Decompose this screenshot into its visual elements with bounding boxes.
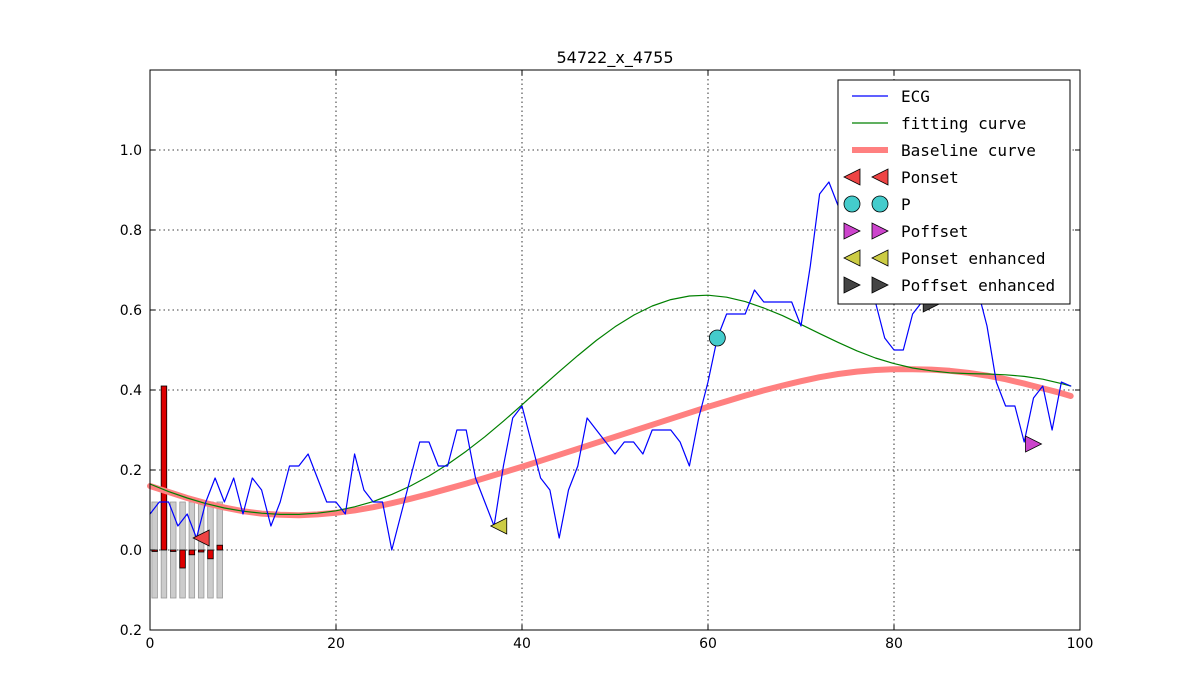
ecg-line: [149, 181, 1072, 551]
plot-frame: [149, 69, 1081, 631]
legend-swatch-p-b: [871, 195, 889, 213]
y-tick-label: 0.0: [120, 543, 142, 559]
fitting-curve-line: [149, 294, 1072, 515]
legend-label-fitting-curve: fitting curve: [901, 114, 1026, 133]
x-tick-label: 100: [1067, 636, 1094, 652]
legend-label-ponset: Ponset: [901, 168, 959, 187]
red-bar: [160, 385, 168, 551]
legend-swatch-ponset-a: [843, 168, 861, 186]
y-tick-label: 0.2: [120, 623, 142, 639]
legend-label-ponset-enhanced: Ponset enhanced: [901, 249, 1046, 268]
axis-ticks: 0 20 40 60 80 100 0.2 0.0 0.2 0.4 0.6 0.8 1.0: [120, 70, 1094, 652]
line-series: [147, 181, 1074, 551]
x-tick-label: 60: [699, 636, 717, 652]
x-tick-label: 20: [327, 636, 345, 652]
legend-swatch-ponset-enhanced-a: [843, 249, 861, 267]
legend: ECG fitting curve Baseline curve Ponset P Pof…: [837, 79, 1071, 305]
poffset-marker: [1025, 435, 1043, 453]
chart-title: 54722_x_4755: [556, 48, 673, 68]
x-tick-label: 40: [513, 636, 531, 652]
y-tick-label: 0.2: [120, 463, 142, 479]
y-tick-label: 0.6: [120, 303, 142, 319]
ponset-marker: [192, 529, 210, 547]
legend-swatch-ponset-b: [871, 168, 889, 186]
legend-label-poffset-enhanced: Poffset enhanced: [901, 276, 1055, 295]
ponset-enhanced-marker: [489, 517, 508, 535]
legend-box: [837, 79, 1071, 305]
red-bar: [179, 549, 186, 569]
legend-label-poffset: Poffset: [901, 222, 968, 241]
legend-swatch-poffset-b: [871, 222, 889, 240]
legend-swatch-p-a: [843, 195, 861, 213]
red-bar: [207, 549, 214, 560]
legend-swatch-poffset-enhanced-a: [843, 276, 861, 294]
legend-label-baseline-curve: Baseline curve: [901, 141, 1036, 160]
y-tick-label: 0.4: [120, 383, 142, 399]
legend-swatch-poffset-a: [843, 222, 861, 240]
legend-label-ecg: ECG: [901, 87, 930, 106]
red-bar: [188, 549, 196, 556]
x-tick-label: 80: [885, 636, 903, 652]
y-tick-label: 1.0: [120, 143, 142, 159]
legend-swatch-poffset-enhanced-b: [871, 276, 889, 294]
legend-label-p: P: [901, 195, 911, 214]
red-bar: [170, 549, 177, 552]
p-marker: [708, 329, 726, 347]
x-tick-label: 0: [146, 636, 155, 652]
y-tick-label: 0.8: [120, 223, 142, 239]
red-bar: [197, 549, 205, 553]
red-bar: [216, 544, 223, 551]
legend-swatch-ponset-enhanced-b: [871, 249, 889, 267]
